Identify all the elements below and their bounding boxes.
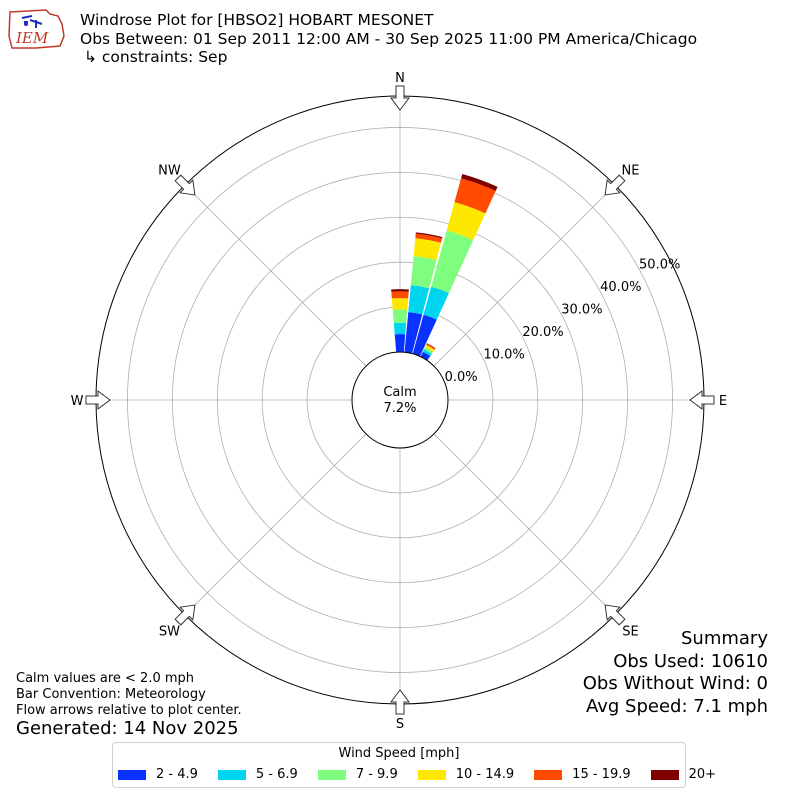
note-calm: Calm values are < 2.0 mph bbox=[16, 671, 195, 686]
direction-label-sw: SW bbox=[159, 625, 180, 640]
title-line-2: Obs Between: 01 Sep 2011 12:00 AM - 30 S… bbox=[80, 29, 698, 48]
title-line-1: Windrose Plot for [HBSO2] HOBART MESONET bbox=[80, 11, 434, 29]
legend-item: 5 - 6.9 bbox=[217, 767, 298, 782]
legend-swatch bbox=[217, 769, 246, 780]
radial-tick-label: 10.0% bbox=[483, 348, 524, 363]
generated-date: Generated: 14 Nov 2025 bbox=[16, 718, 239, 739]
direction-label-ne: NE bbox=[622, 163, 640, 178]
flow-arrow bbox=[689, 390, 715, 410]
windrose-bar-segment bbox=[446, 202, 486, 240]
iem-logo: IEM bbox=[8, 9, 65, 49]
logo-text: IEM bbox=[15, 29, 49, 47]
windrose-bar-segment bbox=[391, 298, 409, 310]
legend: Wind Speed [mph] 2 - 4.9 5 - 6.9 7 - 9.9 10… bbox=[112, 742, 716, 788]
polar-grid bbox=[95, 95, 705, 705]
windrose-bar-segment bbox=[392, 309, 408, 324]
legend-label: 2 - 4.9 bbox=[156, 767, 198, 782]
windrose-bar-segment bbox=[412, 314, 437, 357]
flow-arrow bbox=[604, 174, 626, 196]
radial-tick-label: 0.0% bbox=[445, 370, 478, 385]
radial-tick-label: 50.0% bbox=[639, 258, 680, 273]
windrose-bar-segment bbox=[431, 230, 474, 294]
ring-gridline bbox=[171, 171, 629, 629]
flow-arrow bbox=[174, 604, 196, 626]
windrose-bar-segment bbox=[423, 286, 449, 320]
title-line-3: ↳ constraints: Sep bbox=[84, 48, 228, 66]
windrose-bar-segment bbox=[461, 174, 498, 191]
summary-obs-used: Obs Used: 10610 bbox=[613, 650, 768, 672]
direction-label-s: S bbox=[396, 717, 404, 732]
windrose-bar-segment bbox=[391, 291, 409, 299]
radial-tick-label: 30.0% bbox=[561, 303, 602, 318]
flow-arrow bbox=[390, 85, 410, 111]
windrose-bar-segment bbox=[393, 322, 407, 335]
flow-arrow bbox=[174, 174, 196, 196]
windrose-bar-segment bbox=[424, 347, 434, 354]
note-flow-arrows: Flow arrows relative to plot center. bbox=[16, 703, 242, 718]
note-bar-convention: Bar Convention: Meteorology bbox=[16, 687, 206, 702]
calm-label: Calm bbox=[383, 385, 416, 400]
direction-label-nw: NW bbox=[158, 163, 181, 178]
legend-item: 15 - 19.9 bbox=[534, 767, 631, 782]
calm-circle bbox=[351, 351, 449, 449]
axis-labels: 0.0% 10.0% 20.0% 30.0% 40.0% 50.0% N NE E SE S SW W N… bbox=[71, 71, 728, 732]
legend-label: 20+ bbox=[688, 767, 717, 782]
flow-arrow bbox=[390, 689, 410, 715]
flow-arrow bbox=[85, 390, 111, 410]
flow-arrows bbox=[85, 85, 715, 715]
windrose-bar-segment bbox=[415, 232, 443, 239]
radial-tick-label: 20.0% bbox=[522, 325, 563, 340]
summary-box: Summary Obs Used: 10610 Obs Without Wind… bbox=[583, 628, 768, 718]
legend-swatch bbox=[417, 769, 446, 780]
radial-gridline bbox=[184, 184, 401, 401]
windrose-bar-segment bbox=[413, 238, 441, 261]
windrose-bar-segment bbox=[391, 289, 409, 292]
ring-gridline bbox=[261, 261, 539, 539]
legend-swatch bbox=[317, 769, 346, 780]
notes-block: Calm values are < 2.0 mph Bar Convention… bbox=[16, 671, 242, 719]
ring-gridline bbox=[127, 127, 673, 673]
direction-label-se: SE bbox=[622, 625, 638, 640]
windrose-bar-segment bbox=[410, 256, 437, 289]
windrose-bar-segment bbox=[422, 349, 432, 357]
windrose-bar-segment bbox=[420, 351, 431, 361]
calm-percent: 7.2% bbox=[383, 401, 416, 416]
windrose-bar-segment bbox=[394, 334, 406, 353]
direction-label-w: W bbox=[71, 394, 84, 409]
direction-label-e: E bbox=[719, 394, 727, 409]
legend-items: 2 - 4.9 5 - 6.9 7 - 9.9 10 - 14.9 15 - 19.9 2… bbox=[118, 767, 716, 782]
legend-label: 10 - 14.9 bbox=[455, 767, 515, 782]
summary-obs-without-wind: Obs Without Wind: 0 bbox=[582, 673, 768, 694]
legend-label: 5 - 6.9 bbox=[255, 767, 298, 782]
radial-gridline bbox=[184, 399, 401, 616]
windrose-bar-segment bbox=[415, 233, 443, 243]
windrose-bar-segment bbox=[426, 343, 436, 350]
legend-swatch bbox=[650, 769, 679, 780]
legend-title: Wind Speed [mph] bbox=[338, 746, 460, 761]
direction-label-n: N bbox=[395, 71, 405, 86]
legend-item: 10 - 14.9 bbox=[417, 767, 515, 782]
radial-tick-label: 40.0% bbox=[600, 280, 641, 295]
legend-item: 2 - 4.9 bbox=[118, 767, 198, 782]
windrose-bar-segment bbox=[404, 311, 423, 354]
legend-label: 15 - 19.9 bbox=[572, 767, 631, 782]
legend-swatch bbox=[118, 769, 146, 780]
flow-arrow bbox=[604, 604, 626, 626]
windrose-bar-segment bbox=[408, 285, 430, 315]
summary-avg-speed: Avg Speed: 7.1 mph bbox=[586, 695, 768, 717]
windrose-bars bbox=[391, 174, 498, 361]
windrose-bar-segment bbox=[425, 344, 435, 352]
chart-title: Windrose Plot for [HBSO2] HOBART MESONET… bbox=[80, 11, 697, 67]
windrose-bar-segment bbox=[426, 343, 436, 349]
summary-heading: Summary bbox=[681, 628, 768, 649]
legend-item: 20+ bbox=[650, 767, 717, 782]
legend-item: 7 - 9.9 bbox=[317, 767, 398, 782]
legend-label: 7 - 9.9 bbox=[355, 767, 398, 782]
windrose-bar-segment bbox=[454, 178, 496, 214]
ring-gridline bbox=[216, 216, 584, 584]
legend-swatch bbox=[534, 769, 563, 780]
radial-gridline bbox=[399, 184, 616, 401]
radial-gridline bbox=[399, 399, 616, 616]
